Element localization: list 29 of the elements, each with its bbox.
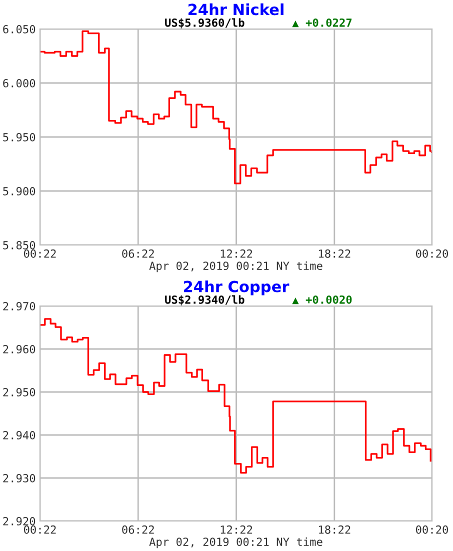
x-tick-label: 00:20 (416, 249, 448, 258)
y-tick-label: 2.960 (3, 345, 36, 354)
x-tick-label: 06:22 (122, 525, 154, 534)
x-tick-label: 06:22 (122, 249, 154, 258)
y-tick-label: 5.900 (3, 187, 36, 196)
x-tick-label: 00:22 (24, 249, 56, 258)
y-tick-label: 2.920 (3, 517, 36, 526)
x-axis-title: Apr 02, 2019 00:21 NY time (149, 537, 322, 548)
y-tick-label: 2.970 (3, 302, 36, 310)
y-tick-label: 2.950 (3, 388, 36, 396)
x-tick-label: 18:22 (319, 525, 350, 534)
y-tick-label: 5.950 (3, 133, 36, 142)
chart-subtitle: US$5.9360/lb (165, 18, 244, 28)
x-tick-label: 00:20 (416, 525, 448, 534)
x-tick-label: 18:22 (319, 249, 350, 258)
x-tick-label: 12:22 (220, 249, 252, 258)
chart-subtitle: US$2.9340/lb (165, 295, 244, 306)
y-tick-label: 2.930 (3, 474, 36, 482)
x-axis-title: Apr 02, 2019 00:21 NY time (149, 261, 322, 272)
x-tick-label: 12:22 (220, 525, 252, 534)
chart-title: 24hr Nickel (188, 3, 284, 16)
y-tick-label: 2.940 (3, 431, 36, 440)
chart-title: 24hr Copper (184, 280, 290, 296)
y-tick-label: 6.000 (3, 79, 36, 88)
y-tick-label: 5.850 (3, 241, 36, 250)
text: ▲ +0.0020 (292, 295, 352, 304)
y-tick-label: 6.050 (3, 25, 36, 34)
x-tick-label: 00:22 (24, 525, 56, 534)
text: ▲ +0.0227 (292, 18, 352, 28)
